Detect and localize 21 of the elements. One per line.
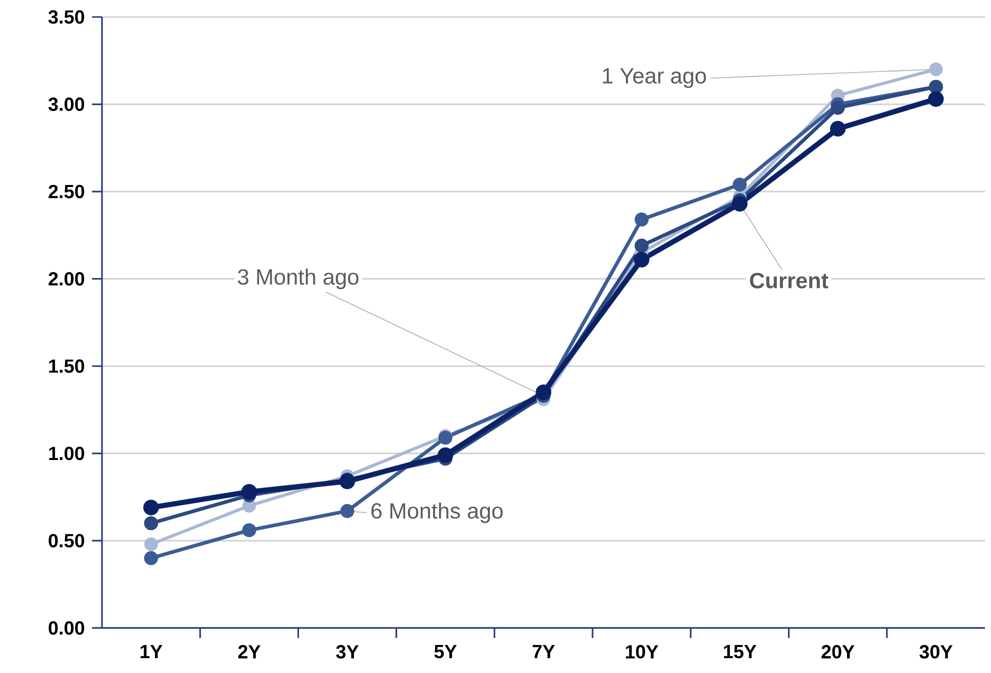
x-tick-label: 20Y — [822, 645, 854, 659]
y-tick-label: 1.00 — [49, 446, 84, 460]
y-tick-label: 1.50 — [49, 359, 84, 373]
x-tick-label: 3Y — [336, 645, 359, 659]
y-tick-label: 0.00 — [48, 621, 84, 635]
x-tick-label: 1Y — [140, 645, 162, 658]
text: 1 Year ago — [602, 68, 706, 88]
y-tick-label: 3.50 — [48, 10, 84, 24]
y-tick-label: 0.50 — [48, 534, 84, 548]
y-tick-label: 2.50 — [48, 184, 84, 198]
x-tick-label: 10Y — [626, 645, 658, 659]
x-tick-label: 30Y — [919, 645, 953, 659]
text: 3 Month ago — [238, 268, 358, 290]
y-tick-label: 3.00 — [48, 98, 84, 112]
series-label: 6 Months ago — [371, 502, 503, 524]
text: Current — [750, 272, 828, 288]
x-tick-label: 15Y — [724, 645, 756, 658]
x-tick-label: 5Y — [434, 645, 457, 658]
y-tick-label: 2.00 — [48, 272, 84, 286]
x-tick-label: 2Y — [238, 645, 260, 658]
x-tick-label: 7Y — [532, 645, 555, 658]
